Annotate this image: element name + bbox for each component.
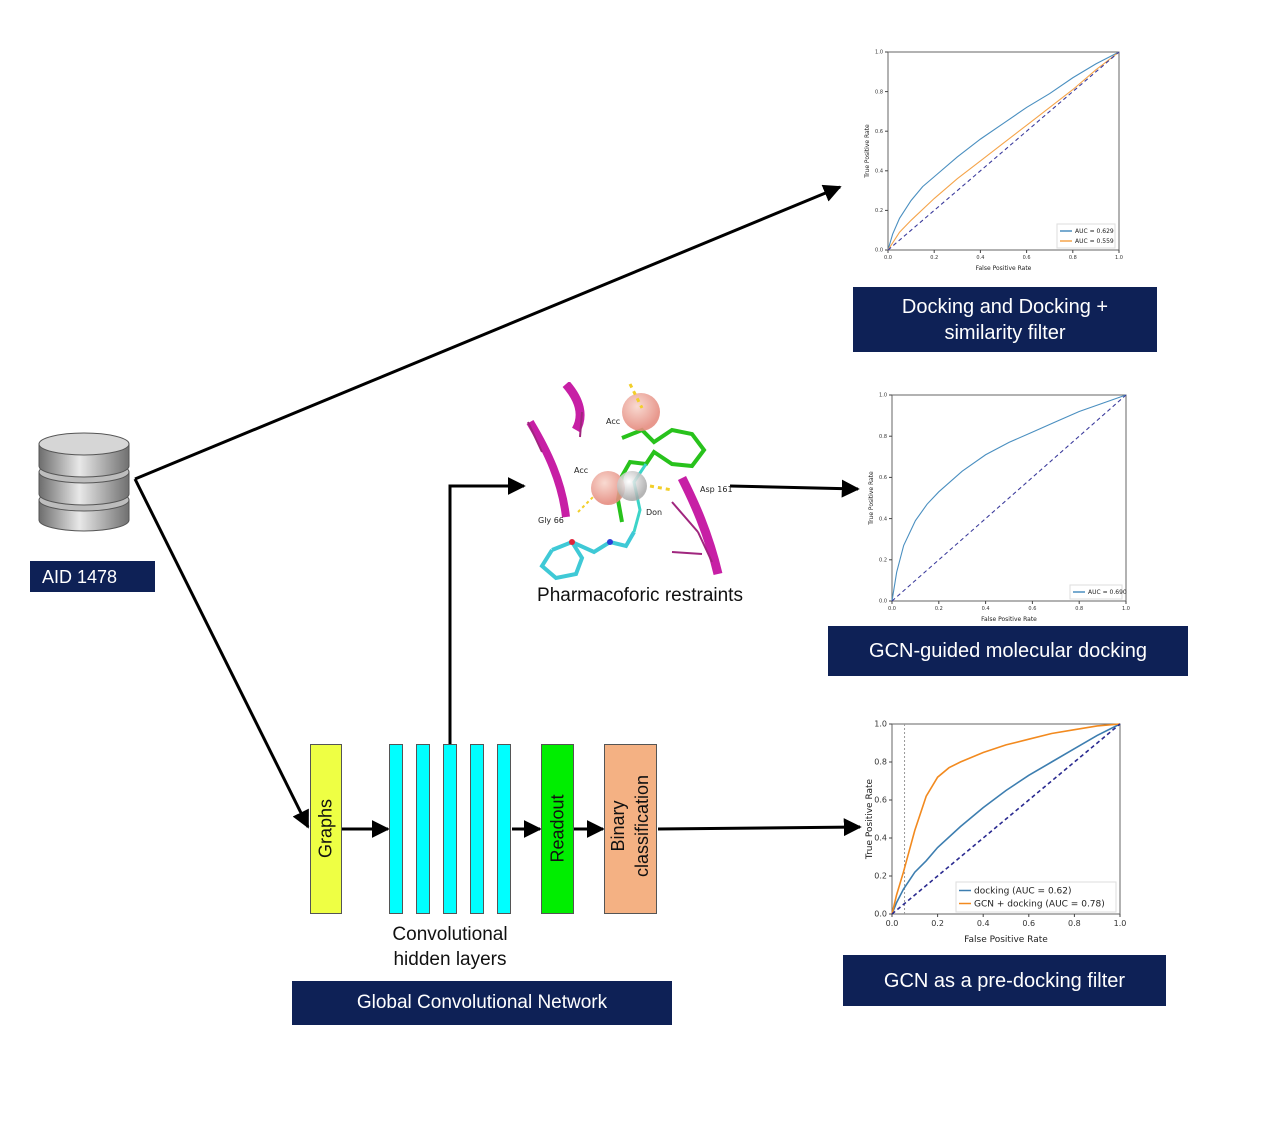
- readout-label: Readout: [547, 794, 568, 863]
- conv-layer-1: [389, 744, 403, 914]
- y-axis-label: True Positive Rate: [868, 471, 875, 526]
- legend-label: AUC = 0.629: [1075, 228, 1114, 235]
- x-tick-label: 0.6: [1023, 255, 1031, 261]
- roc-curve-1: [891, 723, 1121, 915]
- x-tick-label: 0.0: [886, 919, 899, 928]
- x-tick-label: 0.4: [977, 919, 990, 928]
- y-tick-label: 0.2: [874, 872, 887, 881]
- y-tick-label: 0.8: [879, 434, 887, 440]
- conv-layer-4: [470, 744, 484, 914]
- x-tick-label: 1.0: [1115, 255, 1123, 261]
- x-tick-label: 1.0: [1114, 919, 1127, 928]
- x-tick-label: 0.6: [1022, 919, 1035, 928]
- arrow-binary-to-filter-plot: [657, 818, 862, 837]
- x-tick-label: 0.2: [935, 606, 943, 612]
- x-tick-label: 1.0: [1122, 606, 1130, 612]
- x-tick-label: 0.2: [931, 919, 944, 928]
- conv-layer-3: [443, 744, 457, 914]
- y-tick-label: 0.0: [874, 910, 887, 919]
- conv-label-line1: Convolutional: [392, 924, 508, 945]
- legend-label: docking (AUC = 0.62): [974, 887, 1072, 897]
- chance-line: [891, 394, 1127, 602]
- x-tick-label: 0.8: [1069, 255, 1077, 261]
- y-tick-label: 0.4: [875, 168, 883, 174]
- conv-layer-2: [416, 744, 430, 914]
- x-tick-label: 0.4: [976, 255, 984, 261]
- readout-layer: [541, 744, 574, 914]
- y-tick-label: 1.0: [875, 50, 883, 56]
- legend-box: [1069, 584, 1123, 600]
- y-tick-label: 0.8: [874, 758, 887, 767]
- roc-curve-0: [887, 51, 1120, 251]
- roc-curve-0: [891, 394, 1127, 602]
- legend-label: GCN + docking (AUC = 0.78): [974, 900, 1105, 910]
- x-tick-label: 0.8: [1068, 919, 1081, 928]
- conv-layer-5: [497, 744, 511, 914]
- y-tick-label: 0.6: [874, 796, 887, 805]
- y-tick-label: 1.0: [874, 720, 887, 729]
- legend-label: AUC = 0.690: [1088, 589, 1127, 596]
- y-tick-label: 0.6: [879, 475, 887, 481]
- pharmacophore-caption: Pharmacoforic restraints: [537, 585, 743, 606]
- gly-label: Gly 66: [538, 516, 564, 525]
- panel-title-gcn-filter: GCN as a pre-docking filter: [843, 955, 1166, 1006]
- legend-box: [955, 881, 1117, 913]
- x-tick-label: 0.0: [884, 255, 892, 261]
- panel-title-gcn-guided: GCN-guided molecular docking: [828, 626, 1188, 676]
- database-label: AID 1478: [30, 561, 155, 592]
- y-axis-label: True Positive Rate: [865, 778, 875, 860]
- y-tick-label: 0.0: [875, 248, 883, 254]
- y-tick-label: 0.4: [879, 516, 887, 522]
- y-tick-label: 0.0: [879, 599, 887, 605]
- x-tick-label: 0.4: [982, 606, 990, 612]
- panel-title-docking-line2: similarity filter: [944, 321, 1066, 344]
- y-tick-label: 1.0: [879, 393, 887, 399]
- y-axis-label: True Positive Rate: [864, 124, 871, 179]
- legend-label: AUC = 0.559: [1075, 238, 1114, 245]
- graphs-label: Graphs: [315, 798, 336, 859]
- x-axis-label: False Positive Rate: [964, 935, 1048, 944]
- pharmacophore-image: Acc Acc Don Asp 161 Gly 66: [526, 382, 732, 581]
- y-tick-label: 0.6: [875, 129, 883, 135]
- arrow-pharmacophore-to-gcn-plot: [729, 479, 860, 498]
- acc-label-mid: Acc: [574, 466, 588, 475]
- panel-title-docking: Docking and Docking + similarity filter: [853, 287, 1157, 352]
- database-icon: [38, 432, 130, 532]
- conv-label-line2: hidden layers: [393, 949, 507, 970]
- y-tick-label: 0.8: [875, 89, 883, 95]
- y-tick-label: 0.4: [874, 834, 887, 843]
- y-tick-label: 0.2: [875, 208, 883, 214]
- asp-label: Asp 161: [700, 485, 732, 494]
- acc-label-top: Acc: [606, 417, 620, 426]
- graphs-layer: [310, 744, 342, 914]
- binary-layer: [604, 744, 657, 914]
- x-tick-label: 0.6: [1028, 606, 1036, 612]
- legend-box: [1056, 223, 1116, 249]
- arrow-db-to-graphs: [133, 478, 310, 829]
- roc-curve-1: [887, 51, 1120, 251]
- binary-label-line1: Binary: [608, 800, 628, 852]
- chance-line: [891, 723, 1121, 915]
- don-label: Don: [646, 508, 662, 517]
- x-axis-label: False Positive Rate: [976, 265, 1032, 272]
- roc-plot-gcn-filter: 0.00.0 0.2 0.2 0.4 0.4 0.6 0.6 0.8 0.8 1.0 1.0 Fals…: [862, 716, 1128, 944]
- y-tick-label: 0.2: [879, 557, 887, 563]
- x-tick-label: 0.8: [1075, 606, 1083, 612]
- roc-plot-docking: 0.00.0 0.2 0.2 0.4 0.4 0.6 0.6 0.8 0.8 1.0 1.0 Fals…: [862, 44, 1127, 272]
- arrow-conv-to-pharmacophore: [448, 477, 526, 744]
- panel-title-docking-line1: Docking and Docking +: [901, 295, 1109, 318]
- x-axis-label: False Positive Rate: [981, 616, 1037, 623]
- binary-label: Binary classification: [606, 766, 654, 886]
- x-tick-label: 0.2: [930, 255, 938, 261]
- conv-label: Convolutional hidden layers: [360, 922, 540, 972]
- arrow-db-to-docking: [134, 184, 842, 481]
- x-tick-label: 0.0: [888, 606, 896, 612]
- roc-plot-gcn-guided: 0.00.0 0.2 0.2 0.4 0.4 0.6 0.6 0.8 0.8 1.0 1.0 Fals…: [866, 387, 1134, 623]
- roc-curve-0: [891, 723, 1121, 915]
- chance-line: [887, 51, 1120, 251]
- binary-label-line2: classification: [632, 774, 652, 878]
- network-label-box: Global Convolutional Network: [292, 981, 672, 1025]
